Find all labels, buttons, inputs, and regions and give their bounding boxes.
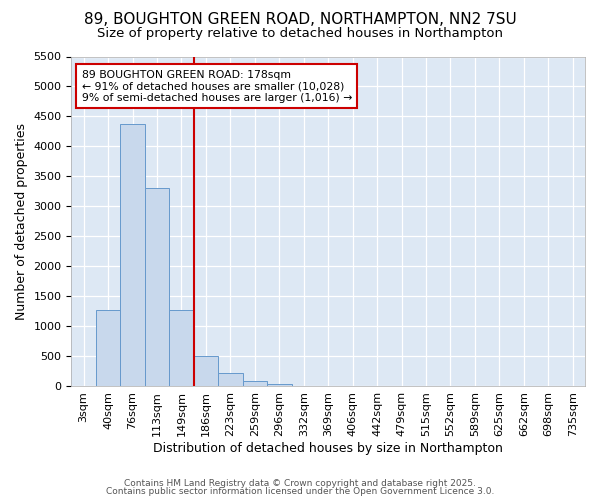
Bar bbox=[267, 384, 292, 386]
Bar bbox=[194, 356, 218, 386]
Text: 89 BOUGHTON GREEN ROAD: 178sqm
← 91% of detached houses are smaller (10,028)
9% : 89 BOUGHTON GREEN ROAD: 178sqm ← 91% of … bbox=[82, 70, 352, 103]
Bar bbox=[96, 310, 121, 386]
Text: Contains public sector information licensed under the Open Government Licence 3.: Contains public sector information licen… bbox=[106, 487, 494, 496]
Bar bbox=[242, 382, 267, 386]
Text: 89, BOUGHTON GREEN ROAD, NORTHAMPTON, NN2 7SU: 89, BOUGHTON GREEN ROAD, NORTHAMPTON, NN… bbox=[83, 12, 517, 28]
X-axis label: Distribution of detached houses by size in Northampton: Distribution of detached houses by size … bbox=[153, 442, 503, 455]
Text: Size of property relative to detached houses in Northampton: Size of property relative to detached ho… bbox=[97, 28, 503, 40]
Bar bbox=[121, 124, 145, 386]
Y-axis label: Number of detached properties: Number of detached properties bbox=[15, 123, 28, 320]
Bar bbox=[145, 188, 169, 386]
Text: Contains HM Land Registry data © Crown copyright and database right 2025.: Contains HM Land Registry data © Crown c… bbox=[124, 478, 476, 488]
Bar bbox=[169, 310, 194, 386]
Bar bbox=[218, 372, 242, 386]
